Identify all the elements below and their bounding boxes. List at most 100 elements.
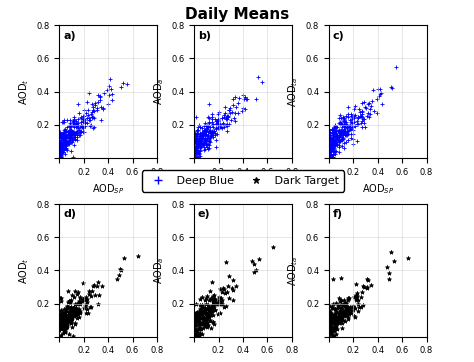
Point [193,143,201,149]
Point [327,141,334,147]
Point [220,113,228,118]
Point [336,132,344,138]
Point [62,138,69,144]
Point [334,128,342,134]
Point [77,295,84,301]
Point [57,313,65,319]
Point [191,130,199,135]
Point [329,305,337,311]
Point [360,120,368,126]
Point [193,334,201,340]
Point [340,121,348,127]
Point [337,310,344,315]
Point [196,141,203,147]
Point [61,140,69,146]
Point [78,123,86,129]
Point [365,114,373,120]
Point [211,304,219,310]
Point [227,110,234,115]
Y-axis label: AOD$_a$: AOD$_a$ [152,257,165,284]
Point [74,122,82,128]
Point [61,133,69,139]
Point [336,128,344,134]
Point [352,292,360,298]
Point [342,139,350,144]
Point [63,317,71,323]
Point [88,288,96,294]
Point [334,136,342,142]
Point [66,132,74,138]
Point [191,138,198,144]
Point [352,296,359,302]
Point [373,96,381,102]
Point [332,317,340,323]
Point [201,127,208,133]
Point [197,321,204,327]
Point [330,324,338,330]
Point [197,310,204,316]
Point [333,325,340,331]
Point [202,128,210,134]
Point [59,323,67,329]
Point [96,97,103,103]
Point [89,114,96,120]
Point [337,127,345,132]
Point [82,310,90,316]
Point [367,282,375,287]
Point [343,309,351,315]
Point [193,143,201,148]
Point [195,311,203,317]
Point [59,142,67,148]
Point [77,119,85,125]
Point [203,319,210,325]
Point [349,141,357,147]
Point [193,141,201,147]
Point [328,139,336,144]
Point [208,111,215,117]
Point [231,118,239,124]
Point [204,322,212,328]
Point [332,134,340,140]
Point [95,292,102,298]
Point [70,123,77,129]
Point [192,147,200,152]
Point [329,134,337,139]
Point [195,122,203,127]
Point [329,130,337,136]
Point [391,258,398,264]
Point [326,154,334,160]
Point [327,326,335,332]
Point [205,313,213,319]
Point [328,145,336,151]
Point [195,142,203,148]
Point [211,307,219,313]
Point [69,309,76,315]
Point [197,139,205,144]
Point [103,87,111,93]
Point [199,308,206,314]
Point [60,132,68,138]
Point [74,122,82,128]
Point [58,319,66,325]
Point [73,301,81,307]
Point [191,333,198,339]
Point [330,320,338,326]
Point [206,135,214,141]
Point [333,320,340,326]
Point [118,267,125,273]
Point [208,130,216,136]
Point [84,310,92,315]
X-axis label: AOD$_{SP}$: AOD$_{SP}$ [362,182,394,196]
Point [325,131,333,136]
Point [69,130,76,136]
Point [193,310,201,315]
Point [64,288,72,294]
Point [56,147,64,152]
Point [235,100,242,106]
Point [193,154,201,160]
Point [56,133,64,139]
Point [77,294,84,300]
Point [88,101,96,107]
Point [193,331,201,337]
Point [193,316,201,321]
